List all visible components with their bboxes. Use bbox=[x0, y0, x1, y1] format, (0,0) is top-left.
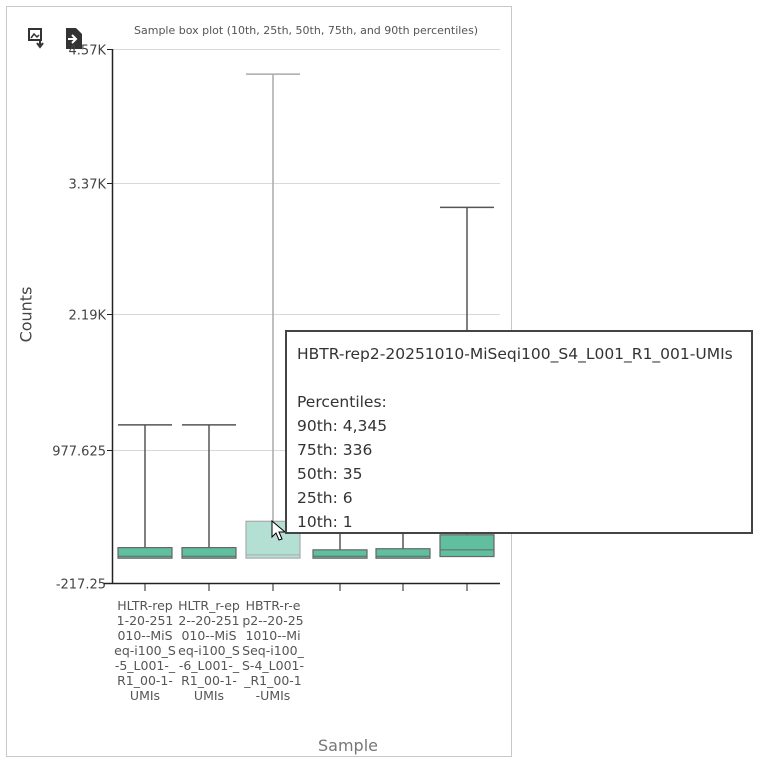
tooltip-line: 75th: 336 bbox=[297, 441, 373, 459]
tooltip-line: 50th: 35 bbox=[297, 465, 363, 483]
box[interactable] bbox=[439, 534, 495, 558]
y-tick-label: 977.625 bbox=[52, 445, 106, 460]
y-axis-title: Counts bbox=[16, 286, 36, 343]
x-tick-label: HLTR_r-ep2--20-251010--MiSeq-i100_S-6_L0… bbox=[178, 598, 240, 703]
y-tick-label: 4.57K bbox=[69, 44, 107, 59]
y-tick-label: 2.19K bbox=[69, 309, 107, 324]
box[interactable] bbox=[312, 549, 368, 559]
export-file-icon[interactable] bbox=[63, 27, 83, 49]
tooltip-line: 90th: 4,345 bbox=[297, 417, 388, 435]
download-image-icon[interactable] bbox=[27, 27, 47, 49]
x-tick-label: HBTR-r-ep2--20-251010--MiSeq-i100_S-4_L0… bbox=[242, 598, 304, 703]
x-tick-label: HLTR-rep1-20-251010--MiSeq-i100_S-5_L001… bbox=[114, 598, 176, 703]
chart-title: Sample box plot (10th, 25th, 50th, 75th,… bbox=[134, 24, 479, 37]
y-tick-label: -217.25 bbox=[56, 578, 106, 593]
y-tick-label: 3.37K bbox=[69, 178, 107, 193]
tooltip-line: 25th: 6 bbox=[297, 489, 353, 507]
mouse-cursor-icon bbox=[271, 520, 287, 541]
tooltip-line: 10th: 1 bbox=[297, 513, 353, 531]
tooltip: HBTR-rep2-20251010-MiSeqi100_S4_L001_R1_… bbox=[285, 330, 753, 534]
x-axis-title: Sample bbox=[318, 736, 378, 755]
box[interactable] bbox=[181, 547, 237, 559]
box[interactable] bbox=[117, 547, 173, 559]
tooltip-heading: Percentiles: bbox=[297, 393, 387, 411]
tooltip-title: HBTR-rep2-20251010-MiSeqi100_S4_L001_R1_… bbox=[297, 345, 733, 363]
box[interactable] bbox=[375, 548, 431, 559]
